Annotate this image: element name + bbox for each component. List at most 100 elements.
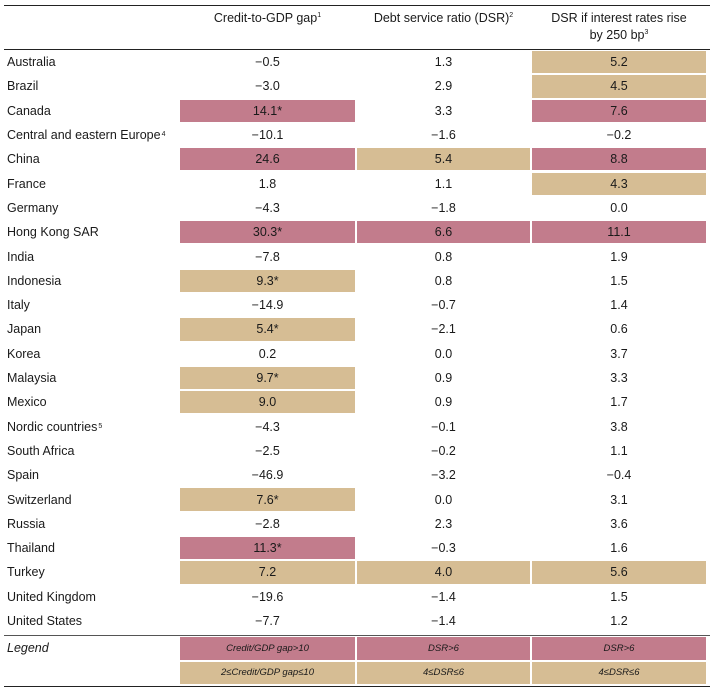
legend-row-high: Legend Credit/GDP gap>10 DSR>6 DSR>6: [0, 636, 717, 661]
credit-gap-value: −4.3: [255, 419, 280, 434]
dsr-rate-rise-value: −0.2: [606, 128, 632, 143]
country-name: France: [7, 176, 46, 191]
country-name: Malaysia: [7, 371, 57, 386]
table-row: Malaysia 9.7* 0.9 3.3: [0, 366, 717, 390]
header-credit-gap-note: 1: [317, 11, 322, 19]
dsr-value: −0.2: [431, 443, 456, 458]
credit-gap-value: 14.1*: [180, 99, 355, 122]
table-row: China 24.6 5.4 8.8: [0, 147, 717, 171]
country-name: Canada: [7, 103, 51, 118]
legend-medium-credit-gap: 2≤Credit/GDP gap≤10: [180, 661, 355, 684]
dsr-value: −1.8: [431, 200, 456, 215]
dsr-rate-rise-value: −0.4: [606, 468, 632, 483]
credit-gap-value: 7.6*: [180, 488, 355, 511]
credit-gap-value: 0.2: [258, 346, 277, 361]
dsr-rate-rise-value: 1.5: [610, 589, 628, 604]
dsr-rate-rise-value: 0.6: [610, 322, 628, 337]
country-label: Nordic countries 5: [7, 419, 103, 434]
country-label: India: [7, 244, 34, 268]
header-dsr-text: Debt service ratio (DSR): [373, 11, 510, 25]
country-label: Hong Kong SAR: [7, 220, 99, 244]
credit-gap-value: −7.8: [255, 249, 280, 264]
table-row: France 1.8 1.1 4.3: [0, 172, 717, 196]
dsr-rate-rise-value: 7.6: [532, 99, 706, 122]
country-label: Australia: [7, 50, 56, 74]
header-dsr-rate-rise-note: 3: [644, 28, 649, 36]
dsr-value: 1.3: [434, 55, 453, 70]
dsr-rate-rise-value: 1.9: [610, 249, 628, 264]
country-label: Russia: [7, 512, 45, 536]
table-row: India −7.8 0.8 1.9: [0, 244, 717, 268]
credit-gap-value: −7.7: [255, 614, 280, 629]
credit-gap-value: −46.9: [251, 468, 284, 483]
country-name: Germany: [7, 200, 59, 215]
country-name: United States: [7, 614, 83, 629]
legend-high-dsr-rate-rise: DSR>6: [532, 637, 706, 660]
dsr-rate-rise-value: 1.6: [610, 541, 628, 556]
credit-gap-value: 9.7*: [180, 366, 355, 390]
header-rule: [4, 49, 710, 50]
table-row: Turkey 7.2 4.0 5.6: [0, 560, 717, 584]
dsr-value: 0.0: [434, 492, 453, 507]
bottom-rule: [4, 686, 710, 687]
dsr-rate-rise-value: 3.1: [610, 492, 628, 507]
country-label: Mexico: [7, 390, 47, 414]
table-row: Australia −0.5 1.3 5.2: [0, 50, 717, 74]
table-row: Germany −4.3 −1.8 0.0: [0, 196, 717, 220]
country-name: Italy: [7, 298, 30, 313]
dsr-value: 0.9: [434, 395, 453, 410]
credit-gap-value: −4.3: [255, 200, 280, 215]
table-row: Spain −46.9 −3.2 −0.4: [0, 463, 717, 487]
table-row: Canada 14.1* 3.3 7.6: [0, 99, 717, 123]
legend-medium-dsr: 4≤DSR≤6: [357, 661, 530, 684]
header-credit-gap-text: Credit-to-GDP gap: [213, 11, 318, 25]
credit-gap-value: 1.8: [258, 176, 277, 191]
dsr-value: 3.3: [434, 103, 453, 118]
dsr-rate-rise-value: 0.0: [610, 200, 628, 215]
dsr-rate-rise-value: 1.4: [610, 298, 628, 313]
dsr-rate-rise-value: 11.1: [532, 221, 706, 244]
country-name: Switzerland: [7, 492, 72, 507]
table-row: Hong Kong SAR 30.3* 6.6 11.1: [0, 220, 717, 244]
dsr-rate-rise-value: 1.7: [610, 395, 628, 410]
header-dsr-rate-rise-line1: DSR if interest rates rise: [551, 11, 687, 25]
dsr-value: 4.0: [357, 561, 530, 584]
country-name: Central and eastern Europe: [7, 128, 161, 143]
dsr-value: 6.6: [357, 221, 530, 244]
dsr-value: −1.6: [431, 128, 456, 143]
dsr-value: 0.8: [434, 273, 453, 288]
credit-gap-value: −3.0: [255, 79, 280, 94]
dsr-rate-rise-value: 3.8: [610, 419, 628, 434]
dsr-value: 0.9: [434, 371, 453, 386]
country-label: Malaysia: [7, 366, 56, 390]
table-row: United States −7.7 −1.4 1.2: [0, 609, 717, 633]
country-label: Brazil: [7, 74, 38, 98]
dsr-value: −0.7: [431, 298, 456, 313]
credit-gap-value: 5.4*: [180, 318, 355, 341]
country-label: United Kingdom: [7, 585, 96, 609]
credit-gap-value: 30.3*: [180, 221, 355, 244]
dsr-rate-rise-value: 4.3: [532, 172, 706, 195]
table-row: Thailand 11.3* −0.3 1.6: [0, 536, 717, 560]
dsr-rate-rise-value: 3.6: [610, 516, 628, 531]
dsr-value: −2.1: [431, 322, 456, 337]
dsr-rate-rise-value: 4.5: [532, 75, 706, 98]
country-name: Hong Kong SAR: [7, 225, 99, 240]
table-row: Russia −2.8 2.3 3.6: [0, 512, 717, 536]
legend-high-dsr: DSR>6: [357, 637, 530, 660]
dsr-value: −1.4: [431, 614, 456, 629]
country-name: Korea: [7, 346, 41, 361]
credit-gap-value: 9.3*: [180, 269, 355, 292]
legend-row-medium: 2≤Credit/GDP gap≤10 4≤DSR≤6 4≤DSR≤6: [0, 661, 717, 686]
dsr-value: 1.1: [434, 176, 453, 191]
header-dsr-rate-rise-line2: by 250 bp: [589, 28, 645, 42]
country-label: Canada: [7, 99, 51, 123]
country-label: Switzerland: [7, 487, 72, 511]
country-name: Thailand: [7, 541, 55, 556]
legend-rule: [4, 635, 710, 636]
legend-medium-dsr-rate-rise: 4≤DSR≤6: [532, 661, 706, 684]
table-row: South Africa −2.5 −0.2 1.1: [0, 439, 717, 463]
country-name: China: [7, 152, 40, 167]
country-label: United States: [7, 609, 82, 633]
legend-high-credit-gap: Credit/GDP gap>10: [180, 637, 355, 660]
